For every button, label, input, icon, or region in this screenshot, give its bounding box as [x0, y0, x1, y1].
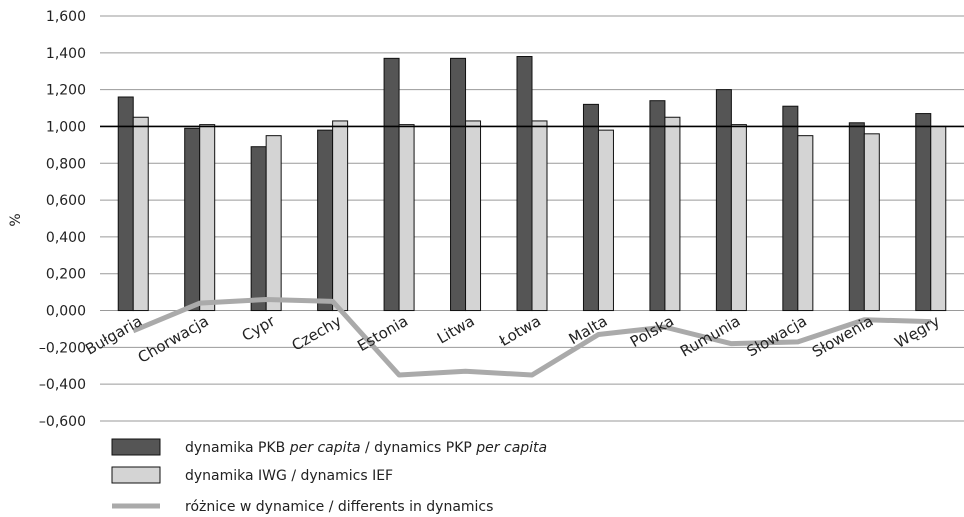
- category-label: Estonia: [354, 312, 411, 355]
- bar: [531, 120, 548, 312]
- bar: [516, 56, 533, 312]
- difference-series-line: [132, 297, 931, 378]
- bar: [930, 125, 947, 312]
- y-axis-ticks: 1,600 1,400 1,200 1,000 0,800 0,600 0,400 0,200…: [39, 9, 86, 430]
- y-tick-label: 0,600: [46, 193, 86, 209]
- bar: [265, 135, 282, 312]
- y-tick-label: 1,200: [46, 83, 86, 99]
- bars: [117, 56, 947, 312]
- bar: [797, 135, 814, 312]
- bar: [184, 127, 201, 312]
- bar: [664, 116, 681, 312]
- bar: [332, 120, 349, 312]
- legend-label: różnice w dynamice / differents in dynam…: [185, 499, 493, 515]
- y-tick-label: 0,800: [46, 156, 86, 172]
- bar: [250, 146, 267, 312]
- y-tick-label: –0,400: [39, 377, 86, 393]
- y-tick-label: 0,400: [46, 230, 86, 246]
- legend: dynamika PKB per capita / dynamics PKP p…: [111, 438, 547, 515]
- category-label: Litwa: [434, 312, 478, 348]
- difference-line: [132, 297, 931, 378]
- bar: [450, 57, 467, 312]
- bar: [132, 116, 149, 312]
- category-label: Rumunia: [677, 312, 743, 361]
- legend-label-part: per capita: [289, 440, 361, 456]
- bar: [317, 129, 334, 312]
- bar: [848, 122, 865, 312]
- category-label: Węgry: [892, 312, 943, 352]
- category-label: Cypr: [239, 311, 279, 345]
- bar: [649, 100, 666, 312]
- legend-label-part: / dynamics PKP: [361, 440, 477, 456]
- legend-label: dynamika IWG / dynamics IEF: [185, 468, 393, 484]
- bar: [117, 96, 134, 312]
- bar: [782, 105, 799, 312]
- category-label: Czechy: [289, 312, 345, 355]
- y-tick-label: 0,000: [46, 304, 86, 320]
- legend-label-part: dynamika PKB: [185, 440, 290, 456]
- legend-swatch: [111, 466, 161, 484]
- bar: [398, 124, 415, 312]
- bar: [915, 113, 932, 312]
- category-label: Polska: [627, 312, 677, 351]
- legend-label: dynamika PKB per capita / dynamics PKP p…: [185, 440, 547, 456]
- y-axis-label: %: [8, 213, 24, 226]
- legend-swatch: [111, 438, 161, 456]
- y-tick-label: 1,600: [46, 9, 86, 25]
- category-label: Słowacja: [744, 312, 810, 361]
- bar: [199, 124, 216, 312]
- y-tick-label: 1,000: [46, 119, 86, 135]
- y-tick-label: 0,200: [46, 267, 86, 283]
- bar: [715, 89, 732, 312]
- bar: [597, 129, 614, 312]
- y-tick-label: 1,400: [46, 46, 86, 62]
- bar: [730, 124, 747, 312]
- bar: [465, 120, 482, 312]
- bar: [383, 57, 400, 312]
- legend-label-part: per capita: [475, 440, 547, 456]
- category-label: Chorwacja: [135, 312, 212, 367]
- y-tick-label: –0,600: [39, 414, 86, 430]
- category-label: Łotwa: [495, 312, 544, 351]
- bar: [582, 103, 599, 312]
- y-tick-label: –0,200: [39, 340, 86, 356]
- bar: [863, 133, 880, 312]
